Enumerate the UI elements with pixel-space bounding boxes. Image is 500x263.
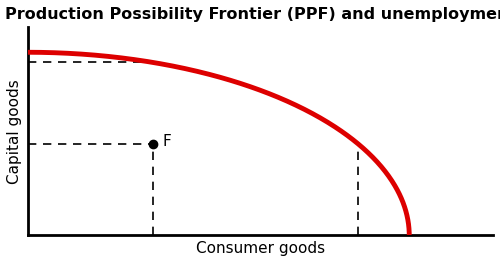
X-axis label: Consumer goods: Consumer goods — [196, 241, 325, 256]
Y-axis label: Capital goods: Capital goods — [7, 79, 22, 184]
Title: Production Possibility Frontier (PPF) and unemployment: Production Possibility Frontier (PPF) an… — [4, 7, 500, 22]
Text: F: F — [162, 134, 172, 149]
